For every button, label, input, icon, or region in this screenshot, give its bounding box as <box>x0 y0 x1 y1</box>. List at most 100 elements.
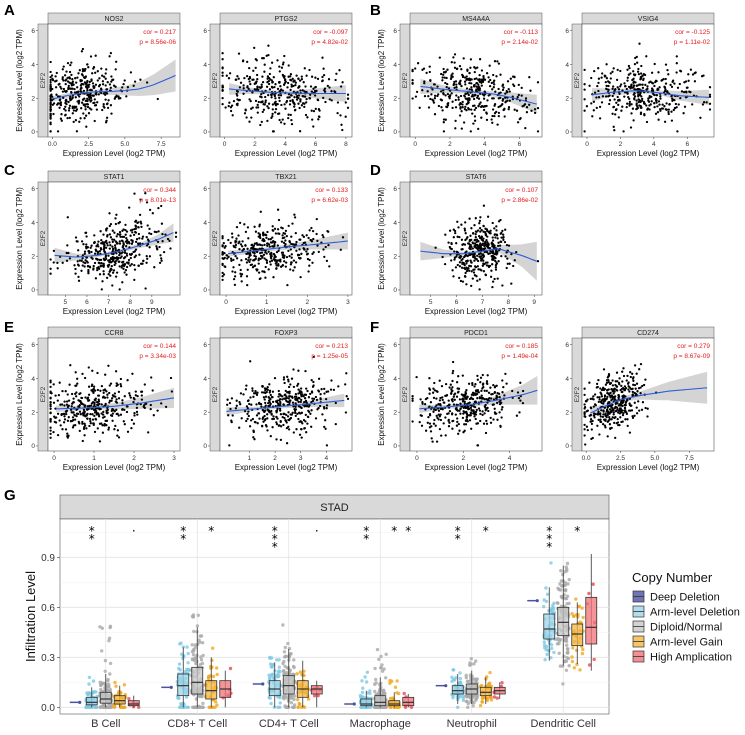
correlation-value: cor = 0.213 <box>315 343 348 350</box>
data-point <box>126 430 130 433</box>
data-point <box>613 390 616 393</box>
data-point <box>440 106 443 109</box>
y-tick-label: 2 <box>393 410 397 417</box>
data-point <box>243 112 247 115</box>
data-point <box>285 413 288 417</box>
data-point <box>146 257 149 260</box>
data-point <box>274 107 278 111</box>
data-point <box>83 414 86 417</box>
data-point <box>89 96 93 100</box>
data-point <box>645 120 649 124</box>
data-point <box>226 257 229 260</box>
data-point <box>57 393 61 397</box>
data-point <box>314 76 317 79</box>
data-point <box>473 259 476 262</box>
jitter-point <box>119 705 123 709</box>
data-point <box>229 106 233 109</box>
data-point <box>491 121 494 124</box>
data-point <box>611 112 614 115</box>
data-point <box>484 233 488 236</box>
data-point <box>110 409 113 413</box>
data-point <box>585 425 589 428</box>
data-point <box>68 116 71 120</box>
data-point <box>677 103 680 106</box>
data-point <box>105 116 109 119</box>
data-point <box>49 429 52 432</box>
data-point <box>641 97 644 101</box>
data-point <box>602 368 606 371</box>
data-point <box>305 90 308 94</box>
correlation-value: cor = 0.185 <box>505 343 538 350</box>
data-point <box>230 259 233 262</box>
data-point <box>626 76 629 79</box>
data-point <box>161 240 164 243</box>
data-point <box>294 231 297 235</box>
data-point <box>468 253 472 257</box>
jitter-point <box>198 634 202 638</box>
data-point <box>447 425 451 428</box>
data-point <box>253 225 256 228</box>
data-point <box>453 398 456 401</box>
jitter-point <box>99 687 103 692</box>
data-point <box>266 388 269 392</box>
data-point <box>282 376 286 379</box>
data-point <box>478 222 481 225</box>
data-point <box>281 118 284 121</box>
data-point <box>450 92 453 95</box>
data-point <box>239 392 243 395</box>
data-point <box>600 393 603 396</box>
data-point <box>626 79 629 82</box>
data-point <box>269 257 273 260</box>
data-point <box>289 395 292 398</box>
data-point <box>234 271 237 274</box>
data-point <box>628 390 631 393</box>
data-point <box>506 262 509 265</box>
data-point <box>411 81 414 85</box>
data-point <box>90 88 93 92</box>
data-point <box>55 93 58 96</box>
data-point <box>492 418 495 421</box>
data-point <box>75 81 78 84</box>
data-point <box>68 97 72 100</box>
p-value: p = 8.56e-06 <box>139 39 176 46</box>
data-point <box>308 264 311 267</box>
data-point <box>257 259 260 262</box>
data-point <box>49 397 52 400</box>
data-point <box>616 408 619 411</box>
data-point <box>118 240 121 243</box>
data-point <box>613 98 616 101</box>
data-point <box>252 436 255 439</box>
data-point <box>236 75 239 78</box>
data-point <box>92 67 95 70</box>
data-point <box>51 77 54 80</box>
data-point <box>300 436 303 439</box>
data-point <box>130 426 133 430</box>
data-point <box>464 391 467 394</box>
y-tick-label: 6 <box>31 342 35 349</box>
data-point <box>132 84 135 87</box>
data-point <box>58 102 61 105</box>
data-point <box>607 381 610 384</box>
data-point <box>607 372 611 376</box>
data-point <box>454 266 458 269</box>
data-point <box>221 85 224 88</box>
data-point <box>452 419 455 423</box>
y-tick-label: 6 <box>565 28 569 35</box>
data-point <box>626 418 629 421</box>
data-point <box>279 419 282 423</box>
data-point <box>74 96 77 99</box>
data-point <box>253 242 257 245</box>
y-axis-label: Expression Level (log2 TPM) <box>15 187 24 290</box>
data-point <box>616 417 619 421</box>
data-point <box>601 95 605 98</box>
jitter-point <box>106 679 110 683</box>
data-point <box>273 258 276 261</box>
data-point <box>49 81 52 84</box>
data-point <box>243 76 246 80</box>
data-point <box>583 403 586 406</box>
data-point <box>107 364 110 367</box>
data-point <box>638 42 641 45</box>
data-point <box>70 392 74 396</box>
fit-line <box>591 90 710 98</box>
data-point <box>451 100 454 103</box>
